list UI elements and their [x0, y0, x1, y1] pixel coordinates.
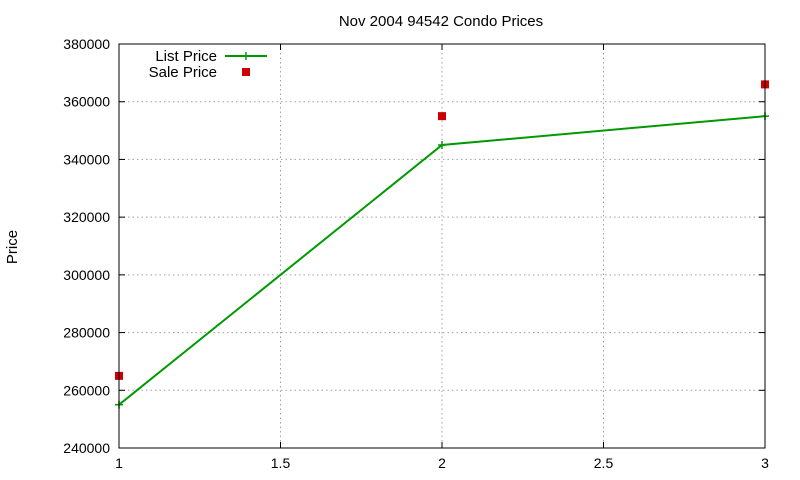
x-tick-label: 1 — [115, 455, 123, 471]
x-tick-label: 2.5 — [594, 455, 614, 471]
plot-frame — [118, 43, 766, 449]
y-tick-label: 260000 — [63, 382, 110, 398]
legend-marker — [242, 68, 250, 76]
x-tick-label: 2 — [438, 455, 446, 471]
sale-price-point — [438, 112, 446, 121]
y-axis-label: Price — [4, 230, 21, 264]
y-tick-label: 320000 — [63, 209, 110, 225]
y-tick-label: 360000 — [63, 94, 110, 110]
list-price-point — [438, 141, 446, 149]
legend-label: Sale Price — [149, 64, 217, 81]
legend-label: List Price — [155, 48, 217, 65]
y-tick-label: 240000 — [63, 440, 110, 456]
y-tick-label: 300000 — [63, 267, 110, 283]
chart-title: Nov 2004 94542 Condo Prices — [339, 13, 543, 30]
legend-item-sale-price: Sale Price — [149, 64, 250, 81]
y-tick-label: 340000 — [63, 151, 110, 167]
grid-lines — [119, 44, 765, 448]
x-tick-label: 3 — [761, 455, 769, 471]
y-tick-label: 380000 — [63, 36, 110, 52]
tick-labels: 240000 260000 280000 300000 320000 340000 3600… — [63, 36, 769, 471]
y-tick-label: 280000 — [63, 325, 110, 341]
legend-item-list-price: List Price — [155, 48, 267, 65]
x-tick-label: 1.5 — [271, 455, 291, 471]
legend-marker — [242, 52, 250, 60]
